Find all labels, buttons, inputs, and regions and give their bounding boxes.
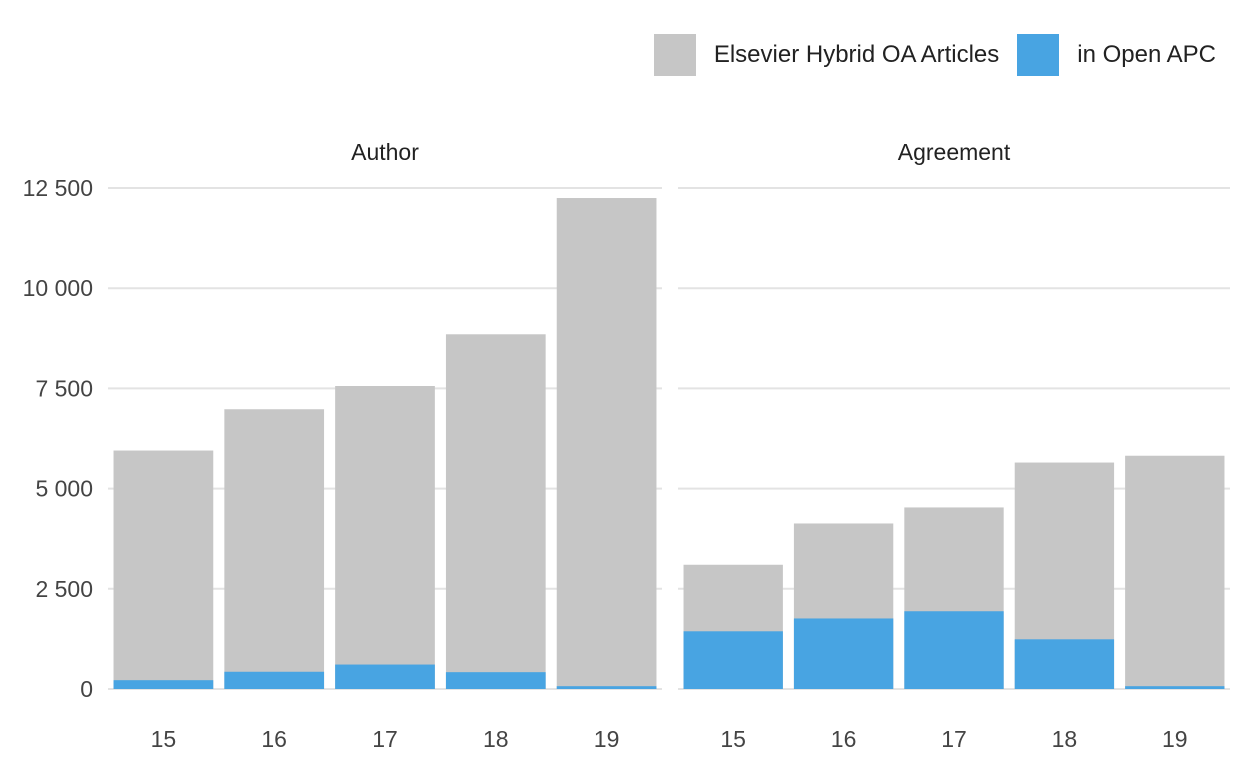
bar-open-apc (904, 611, 1004, 689)
bar-open-apc (683, 631, 783, 689)
bar-open-apc (445, 672, 546, 689)
x-tick-label: 16 (831, 726, 857, 752)
panel-title: Author (351, 139, 419, 165)
bar-total (224, 409, 325, 689)
bar-open-apc (1125, 686, 1225, 689)
legend-label-total: Elsevier Hybrid OA Articles (713, 41, 1000, 68)
y-tick-label: 10 000 (23, 275, 93, 301)
bar-total (335, 385, 435, 689)
bar-open-apc (556, 686, 657, 689)
x-tick-label: 19 (594, 726, 620, 752)
x-tick-label: 16 (261, 726, 287, 752)
y-tick-label: 5 000 (35, 476, 93, 502)
panel-title: Agreement (898, 139, 1011, 165)
y-tick-label: 0 (80, 676, 93, 702)
legend-swatch-total (653, 34, 696, 76)
x-tick-label: 19 (1162, 726, 1188, 752)
x-tick-label: 17 (941, 726, 967, 752)
bar-total (556, 198, 657, 689)
bar-open-apc (335, 664, 435, 689)
bar-total (113, 450, 214, 689)
x-tick-label: 17 (372, 726, 398, 752)
bar-total (445, 334, 546, 689)
bar-total (1125, 455, 1225, 689)
legend-label-open-apc: in Open APC (1077, 41, 1216, 68)
bar-open-apc (113, 680, 214, 689)
legend-item-open-apc: in Open APC (1017, 34, 1216, 76)
bar-open-apc (793, 618, 894, 689)
x-tick-label: 15 (151, 726, 177, 752)
y-tick-label: 2 500 (35, 576, 93, 602)
legend-swatch-open-apc (1017, 34, 1060, 76)
x-tick-label: 18 (483, 726, 509, 752)
legend-item-total: Elsevier Hybrid OA Articles (653, 34, 1000, 76)
x-tick-label: 18 (1052, 726, 1078, 752)
legend: Elsevier Hybrid OA Articles in Open APC (636, 34, 1216, 76)
x-tick-label: 15 (720, 726, 746, 752)
bar-open-apc (224, 671, 325, 689)
y-tick-label: 12 500 (23, 175, 93, 201)
y-tick-label: 7 500 (35, 375, 93, 401)
bar-open-apc (1014, 639, 1115, 689)
